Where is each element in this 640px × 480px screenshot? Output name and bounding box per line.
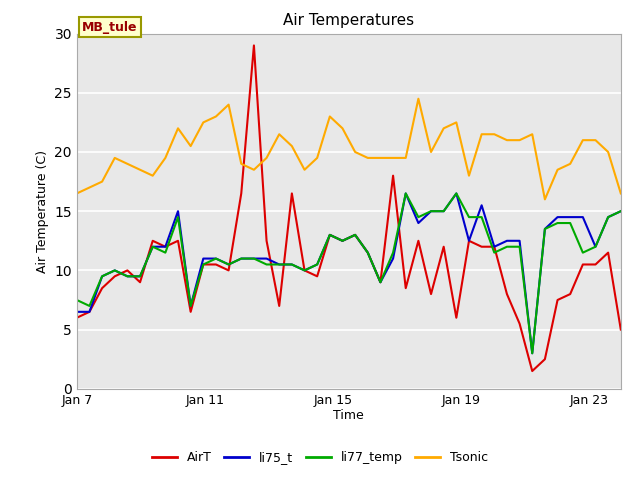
Legend: AirT, li75_t, li77_temp, Tsonic: AirT, li75_t, li77_temp, Tsonic <box>147 446 493 469</box>
Y-axis label: Air Temperature (C): Air Temperature (C) <box>36 150 49 273</box>
Text: MB_tule: MB_tule <box>82 21 138 34</box>
Title: Air Temperatures: Air Temperatures <box>284 13 414 28</box>
X-axis label: Time: Time <box>333 409 364 422</box>
